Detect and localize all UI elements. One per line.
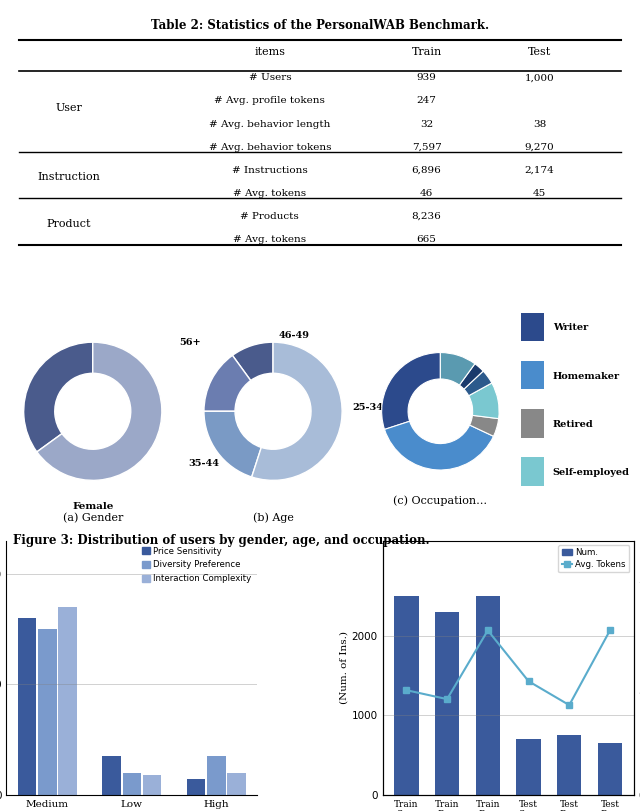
Text: # Avg. profile tokens: # Avg. profile tokens	[214, 97, 325, 105]
Bar	[187, 779, 205, 795]
Text: Self-employed: Self-employed	[553, 468, 630, 477]
Text: 1,000: 1,000	[525, 73, 554, 83]
Text: # Avg. tokens: # Avg. tokens	[233, 235, 307, 244]
Text: 939: 939	[417, 73, 436, 83]
Text: 45: 45	[533, 189, 546, 198]
Wedge shape	[464, 371, 492, 396]
Wedge shape	[381, 353, 440, 429]
Legend: Num., Avg. Tokens: Num., Avg. Tokens	[558, 545, 629, 573]
Bar	[435, 612, 460, 795]
Text: 8,236: 8,236	[412, 212, 442, 221]
Wedge shape	[460, 364, 483, 389]
FancyBboxPatch shape	[522, 312, 544, 341]
Title: (b) Age: (b) Age	[253, 513, 294, 523]
FancyBboxPatch shape	[522, 457, 544, 486]
Text: User: User	[56, 103, 83, 113]
Text: Female: Female	[72, 502, 113, 511]
Wedge shape	[468, 383, 499, 418]
Bar	[557, 736, 582, 795]
Text: 7,597: 7,597	[412, 143, 442, 152]
Text: Writer: Writer	[553, 324, 588, 333]
Bar	[122, 773, 141, 795]
Wedge shape	[24, 342, 93, 452]
Bar	[207, 756, 226, 795]
Bar	[227, 773, 246, 795]
Bar	[18, 618, 36, 795]
Wedge shape	[232, 342, 273, 380]
Text: 6,896: 6,896	[412, 165, 442, 174]
Text: 38: 38	[533, 119, 546, 129]
Wedge shape	[252, 342, 342, 480]
Text: # Instructions: # Instructions	[232, 165, 308, 174]
Text: 25-34: 25-34	[353, 403, 383, 412]
Title: (a) Gender: (a) Gender	[63, 513, 123, 523]
Y-axis label: (Num. of Ins.): (Num. of Ins.)	[340, 631, 349, 704]
Text: 35-44: 35-44	[188, 458, 220, 468]
Text: # Users: # Users	[248, 73, 291, 83]
Text: Instruction: Instruction	[38, 172, 100, 182]
Wedge shape	[37, 342, 162, 480]
Bar	[143, 775, 161, 795]
Bar	[102, 756, 121, 795]
Legend: Price Sensitivity, Diversity Preference, Interaction Complexity: Price Sensitivity, Diversity Preference,…	[140, 545, 253, 585]
Text: # Avg. behavior length: # Avg. behavior length	[209, 119, 330, 129]
Text: 46-49: 46-49	[278, 331, 309, 340]
Wedge shape	[440, 353, 475, 385]
Bar	[516, 739, 541, 795]
Title: (c) Occupation…: (c) Occupation…	[394, 496, 488, 506]
Bar	[38, 629, 57, 795]
Text: # Avg. behavior tokens: # Avg. behavior tokens	[209, 143, 331, 152]
Bar	[394, 596, 419, 795]
Text: Homemaker: Homemaker	[553, 371, 620, 380]
Text: Figure 3: Distribution of users by gender, age, and occupation.: Figure 3: Distribution of users by gende…	[13, 534, 429, 547]
Wedge shape	[385, 421, 493, 470]
Text: Table 2: Statistics of the PersonalWAB Benchmark.: Table 2: Statistics of the PersonalWAB B…	[151, 19, 489, 32]
Text: 56+: 56+	[179, 337, 201, 346]
Text: # Avg. tokens: # Avg. tokens	[233, 189, 307, 198]
Text: 46: 46	[420, 189, 433, 198]
Text: 32: 32	[420, 119, 433, 129]
Wedge shape	[204, 355, 251, 411]
Text: # Products: # Products	[241, 212, 299, 221]
Bar	[476, 596, 500, 795]
Text: Train: Train	[412, 47, 442, 57]
Bar	[58, 607, 77, 795]
FancyBboxPatch shape	[522, 361, 544, 389]
Text: items: items	[254, 47, 285, 57]
Text: Product: Product	[47, 218, 92, 229]
FancyBboxPatch shape	[522, 409, 544, 438]
Text: 2,174: 2,174	[525, 165, 554, 174]
Wedge shape	[204, 411, 261, 477]
Text: Retired: Retired	[553, 420, 593, 429]
Text: Test: Test	[528, 47, 551, 57]
Wedge shape	[470, 415, 499, 436]
Text: 247: 247	[417, 97, 436, 105]
Bar	[598, 743, 622, 795]
Text: 665: 665	[417, 235, 436, 244]
Text: 9,270: 9,270	[525, 143, 554, 152]
